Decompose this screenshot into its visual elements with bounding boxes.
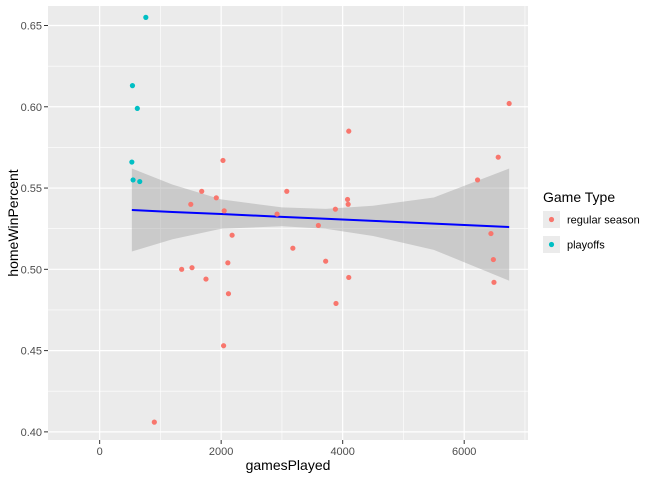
trend-line <box>131 208 510 229</box>
y-tick-label: 0.65 <box>21 21 42 33</box>
y-axis-title: homeWinPercent <box>5 169 21 276</box>
data-point-playoffs <box>134 105 140 112</box>
data-point-regular-season <box>323 258 329 264</box>
x-axis-title: gamesPlayed <box>246 457 331 473</box>
data-point-regular-season <box>284 188 290 194</box>
data-point-regular-season <box>221 208 227 214</box>
data-point-regular-season <box>203 276 209 282</box>
plot-panel <box>48 6 528 440</box>
x-tick-label: 6000 <box>452 446 476 458</box>
data-point-regular-season <box>189 265 195 271</box>
x-tick-label: 4000 <box>330 446 354 458</box>
data-point-playoffs <box>130 177 136 183</box>
data-point-regular-season <box>225 260 231 266</box>
data-point-regular-season <box>490 256 496 263</box>
data-point-regular-season <box>488 230 494 237</box>
y-axis-ticks: 0.40 0.45 0.50 0.55 0.60 0.65 <box>21 21 48 439</box>
data-point-regular-season <box>274 211 280 217</box>
y-tick-label: 0.55 <box>21 183 42 195</box>
x-axis-ticks: 0 2000 4000 6000 <box>97 440 476 458</box>
legend-label-playoffs: playoffs <box>567 240 605 252</box>
data-point-regular-season <box>346 274 352 281</box>
data-point-regular-season <box>213 195 219 201</box>
data-point-regular-season <box>495 154 501 160</box>
data-point-regular-season <box>199 188 205 194</box>
data-point-regular-season <box>290 245 296 251</box>
legend-label-regular-season: regular season <box>567 215 640 227</box>
data-point-playoffs <box>129 159 135 165</box>
data-point-playoffs <box>137 178 143 185</box>
major-gridlines <box>48 6 528 440</box>
legend-key-regular-season <box>548 216 555 223</box>
data-point-regular-season <box>220 343 227 349</box>
y-tick-label: 0.40 <box>21 427 42 439</box>
data-point-regular-season <box>332 206 338 212</box>
data-point-regular-season <box>506 100 512 107</box>
data-point-regular-season <box>151 419 157 425</box>
data-point-regular-season <box>333 300 339 307</box>
data-point-regular-season <box>474 177 481 183</box>
data-point-regular-season <box>315 222 321 229</box>
y-tick-label: 0.45 <box>21 346 42 358</box>
data-point-regular-season <box>220 157 226 164</box>
legend: Game Type regular season playoffs <box>543 189 640 253</box>
data-point-regular-season <box>346 128 352 134</box>
x-tick-label: 2000 <box>209 446 233 458</box>
data-point-regular-season <box>344 196 351 203</box>
x-tick-label: 0 <box>97 446 103 458</box>
data-point-playoffs <box>129 83 136 89</box>
data-point-regular-season <box>229 232 235 238</box>
data-point-regular-season <box>188 201 194 207</box>
legend-title: Game Type <box>543 189 615 205</box>
legend-key-playoffs <box>548 241 555 248</box>
data-point-regular-season <box>345 201 351 207</box>
data-point-playoffs <box>143 14 149 20</box>
y-tick-label: 0.50 <box>21 264 42 276</box>
data-points <box>129 14 512 425</box>
regression-line <box>131 208 510 229</box>
data-point-regular-season <box>491 279 497 285</box>
data-point-regular-season <box>179 266 185 272</box>
data-point-regular-season <box>225 291 232 297</box>
y-tick-label: 0.60 <box>21 102 42 114</box>
